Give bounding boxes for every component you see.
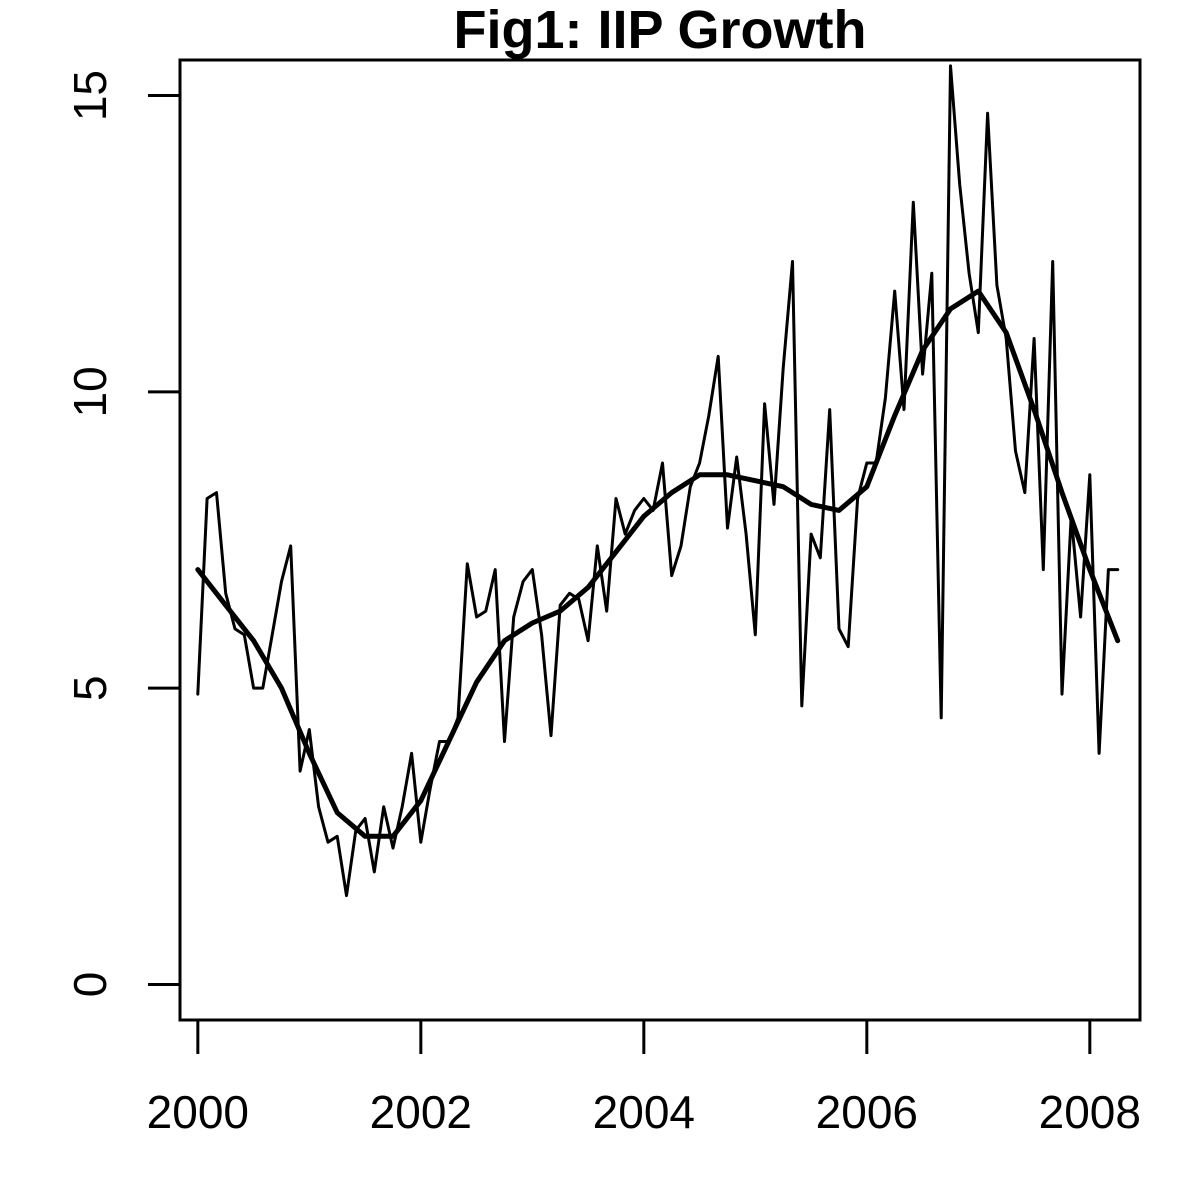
y-tick-label: 15	[64, 70, 116, 121]
series-layer	[195, 64, 1121, 898]
iip-growth-line	[196, 64, 1120, 898]
x-tick-label: 2006	[816, 1086, 918, 1138]
y-tick-label: 10	[64, 366, 116, 417]
x-tick-label: 2000	[147, 1086, 249, 1138]
plot-frame	[178, 58, 1142, 1022]
y-tick-label: 5	[64, 675, 116, 701]
chart-title: Fig1: IIP Growth	[453, 0, 866, 60]
trend-line	[195, 288, 1121, 839]
x-tick-label: 2004	[593, 1086, 695, 1138]
x-tick-label: 2008	[1039, 1086, 1141, 1138]
y-axis: 0 5 10 15	[64, 70, 182, 998]
x-tick-label: 2002	[370, 1086, 472, 1138]
x-axis: 2000 2002 2004 2006 2008	[147, 1018, 1141, 1138]
y-tick-label: 0	[64, 972, 116, 998]
